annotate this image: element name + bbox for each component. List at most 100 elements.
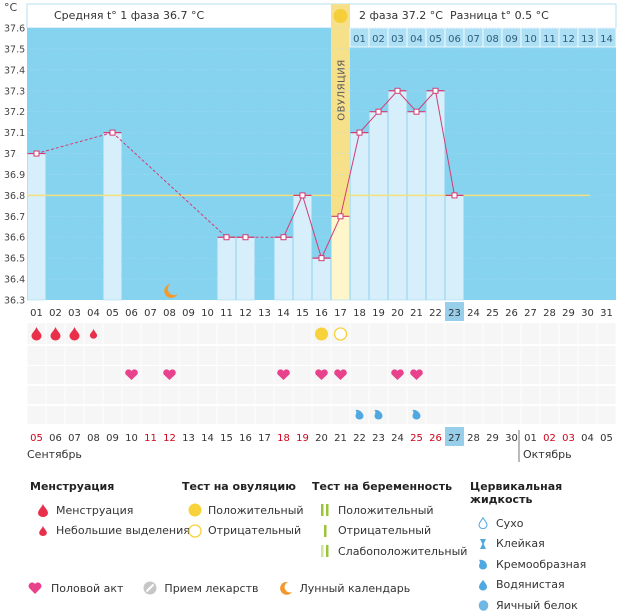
phase2-day-label: 03 bbox=[391, 34, 404, 45]
cycle-day-label: 28 bbox=[543, 308, 556, 319]
dry-icon bbox=[478, 517, 488, 530]
symptom-cell bbox=[369, 366, 388, 384]
drop-icon bbox=[38, 503, 48, 517]
symptom-cell bbox=[445, 386, 464, 404]
symptom-cell bbox=[407, 346, 426, 365]
moon-marker bbox=[164, 284, 178, 298]
symptom-cell bbox=[274, 406, 293, 424]
legend-title: Цервикальная жидкость bbox=[470, 480, 563, 506]
symptom-cell bbox=[540, 386, 559, 404]
cycle-day-label: 30 bbox=[581, 308, 594, 319]
symptom-cell bbox=[27, 406, 46, 424]
temperature-segment bbox=[378, 90, 398, 113]
symptom-cell bbox=[160, 386, 179, 404]
symptom-cell bbox=[255, 366, 274, 384]
calendar-date-label: 22 bbox=[353, 433, 366, 444]
symptom-cell bbox=[179, 406, 198, 424]
cycle-day-label: 06 bbox=[125, 308, 138, 319]
cycle-day-label: 01 bbox=[30, 308, 43, 319]
symptom-cell bbox=[46, 366, 65, 384]
cervical-fluid-marker bbox=[355, 409, 364, 420]
legend-medication: Прием лекарств bbox=[143, 581, 259, 595]
pregnancy-weak-icon bbox=[321, 545, 329, 558]
legend-item-label: Клейкая bbox=[496, 537, 545, 551]
symptom-cell bbox=[521, 346, 540, 365]
symptom-cell bbox=[407, 323, 426, 344]
calendar-date-label: 07 bbox=[68, 433, 81, 444]
symptom-cell bbox=[502, 346, 521, 365]
y-tick-label: 37.5 bbox=[4, 44, 25, 55]
symptom-cell bbox=[122, 346, 141, 365]
symptom-cell bbox=[331, 406, 350, 424]
symptom-cell bbox=[236, 406, 255, 424]
symptom-cell bbox=[559, 346, 578, 365]
temperature-segment bbox=[435, 90, 455, 196]
phase2-average: 2 фаза 37.2 °C bbox=[359, 9, 443, 22]
ovulation-label: ОВУЛЯЦИЯ bbox=[337, 59, 348, 121]
cycle-day-label: 22 bbox=[429, 308, 442, 319]
phase2-day-label: 13 bbox=[581, 34, 594, 45]
symptom-cell bbox=[502, 366, 521, 384]
legend-menstruation: Менструация Менструация Небольшие выделе… bbox=[30, 480, 190, 541]
symptom-cell bbox=[198, 323, 217, 344]
cycle-day-label: 24 bbox=[467, 308, 480, 319]
cycle-day-label: 04 bbox=[87, 308, 100, 319]
symptom-cell bbox=[483, 406, 502, 424]
temperature-bar bbox=[312, 257, 331, 301]
calendar-date-label: 11 bbox=[144, 433, 157, 444]
cycle-day-label: 19 bbox=[372, 308, 385, 319]
legend-item-label: Менструация bbox=[56, 503, 134, 517]
watery-icon bbox=[479, 579, 487, 591]
symptom-cell bbox=[559, 406, 578, 424]
symptom-cell bbox=[312, 386, 331, 404]
month-label: Сентябрь bbox=[27, 448, 82, 461]
phase2-day-label: 02 bbox=[372, 34, 385, 45]
temperature-bar bbox=[217, 236, 236, 301]
phase2-day-label: 14 bbox=[600, 34, 613, 45]
temperature-point bbox=[33, 150, 40, 157]
axes: 36.3 36.4 36.5 36.6 36.7 36.8 36.9 37 37.1 37.2 37… bbox=[4, 24, 613, 321]
legend-item-label: Половой акт bbox=[51, 581, 124, 595]
spotting-drop-icon bbox=[89, 328, 98, 339]
intercourse-heart-marker bbox=[277, 369, 290, 380]
y-tick-label: 37 bbox=[4, 149, 16, 160]
symptom-cell bbox=[46, 386, 65, 404]
symptom-cell bbox=[597, 323, 616, 344]
symptom-cell bbox=[179, 366, 198, 384]
temperature-bar bbox=[274, 236, 293, 301]
intercourse-heart-marker bbox=[163, 369, 176, 380]
legend-title: Тест на овуляцию bbox=[182, 480, 296, 493]
creamy-icon bbox=[479, 560, 487, 570]
cycle-day-label: 23 bbox=[448, 308, 461, 319]
symptom-cell bbox=[388, 406, 407, 424]
legend-item-label: Прием лекарств bbox=[164, 581, 259, 595]
legend-item: Небольшие выделения bbox=[30, 521, 190, 542]
menstruation-drop-icon bbox=[69, 327, 80, 341]
cycle-day-label: 18 bbox=[353, 308, 366, 319]
temperature-point bbox=[318, 255, 325, 262]
temperature-bar bbox=[27, 153, 46, 301]
symptom-cell bbox=[255, 406, 274, 424]
bottom-legend: Половой акт Прием лекарств Лунный календ… bbox=[28, 581, 430, 595]
symptom-cell bbox=[597, 366, 616, 384]
temperature-segment bbox=[302, 195, 322, 259]
calendar-date-label: 20 bbox=[315, 433, 328, 444]
calendar-date-label: 02 bbox=[543, 433, 556, 444]
chart-background: ОВУЛЯЦИЯ 01 02 03 04 05 06 07 08 09 10 11 12 13 14 bbox=[26, 3, 617, 300]
legend-title: Менструация bbox=[30, 480, 115, 493]
symptom-cell bbox=[521, 386, 540, 404]
symptom-cell bbox=[540, 323, 559, 344]
calendar-date-label: 17 bbox=[258, 433, 271, 444]
symptom-cell bbox=[578, 346, 597, 365]
symptom-cell bbox=[407, 386, 426, 404]
legend-item: Положительный bbox=[312, 500, 467, 521]
intercourse-heart-marker bbox=[334, 369, 347, 380]
symptom-cell bbox=[255, 386, 274, 404]
header-box bbox=[26, 3, 617, 29]
phase2-day-label: 08 bbox=[486, 34, 499, 45]
symptom-cell bbox=[369, 386, 388, 404]
y-tick-label: 37.3 bbox=[4, 86, 25, 97]
symptom-cell bbox=[445, 346, 464, 365]
legend-pregnancy-test: Тест на беременность Положительный Отриц… bbox=[312, 480, 467, 562]
symptom-cell bbox=[388, 346, 407, 365]
